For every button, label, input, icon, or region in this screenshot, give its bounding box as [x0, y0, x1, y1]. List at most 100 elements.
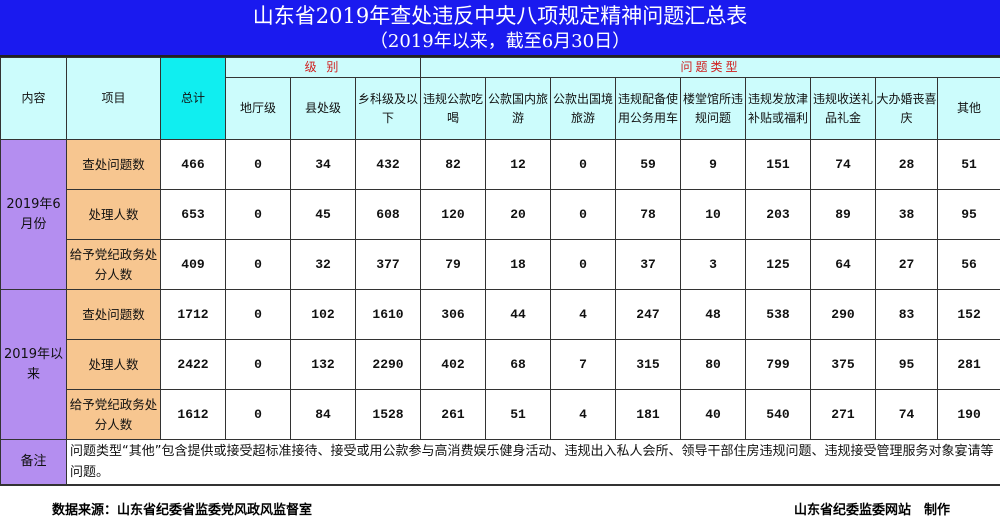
row-item-label: 处理人数: [66, 339, 161, 390]
row-item-label: 给予党纪政务处分人数: [66, 389, 161, 440]
total-cell: 1612: [160, 389, 226, 440]
value-cell: 538: [745, 289, 811, 340]
value-cell: 38: [875, 189, 938, 240]
row-item-label: 给予党纪政务处分人数: [66, 239, 161, 290]
value-cell: 12: [485, 139, 551, 190]
value-cell: 32: [290, 239, 356, 290]
value-cell: 48: [680, 289, 746, 340]
row-item-label: 查处问题数: [66, 289, 161, 340]
value-cell: 261: [420, 389, 486, 440]
header-total: 总计: [160, 57, 226, 140]
value-cell: 306: [420, 289, 486, 340]
table-row: 给予党纪政务处分人数 409 0 32 377 79 18 0 37 3 125 64 27 56: [1, 239, 1000, 290]
value-cell: 2290: [355, 339, 421, 390]
value-cell: 37: [615, 239, 681, 290]
value-cell: 3: [680, 239, 746, 290]
column-header: 大办婚丧喜庆: [875, 77, 938, 140]
value-cell: 79: [420, 239, 486, 290]
value-cell: 0: [550, 139, 616, 190]
value-cell: 56: [936, 239, 1000, 290]
table-row: 处理人数 653 0 45 608 120 20 0 78 10 203 89 38 95: [1, 189, 1000, 240]
value-cell: 95: [936, 189, 1000, 240]
total-cell: 466: [160, 139, 226, 190]
column-header: 违规发放津补贴或福利: [745, 77, 811, 140]
header-content: 内容: [0, 57, 67, 140]
note-label: 备注: [0, 439, 67, 485]
value-cell: 1610: [355, 289, 421, 340]
summary-table: 内容 项目 总计 级 别 问题类型 地厅级 县处级 乡科级及以下 违规公款吃喝 公款国内…: [0, 57, 1000, 485]
value-cell: 95: [875, 339, 938, 390]
value-cell: 64: [810, 239, 876, 290]
value-cell: 0: [225, 139, 291, 190]
value-cell: 0: [550, 189, 616, 240]
table-row: 给予党纪政务处分人数 1612 0 84 1528 261 51 4 181 40 540 271 74…: [1, 389, 1000, 440]
row-item-label: 查处问题数: [66, 139, 161, 190]
table-row: 2019年6月份 查处问题数 466 0 34 432 82 12 0 59 9 151 74 28 51: [0, 139, 1000, 290]
row-item-label: 处理人数: [66, 189, 161, 240]
value-cell: 83: [875, 289, 938, 340]
value-cell: 0: [225, 339, 291, 390]
value-cell: 152: [936, 289, 1000, 340]
value-cell: 290: [810, 289, 876, 340]
value-cell: 799: [745, 339, 811, 390]
column-header: 楼堂馆所违规问题: [680, 77, 746, 140]
value-cell: 125: [745, 239, 811, 290]
value-cell: 0: [225, 389, 291, 440]
value-cell: 74: [810, 139, 876, 190]
note-row: 备注 问题类型“其他”包含提供或接受超标准接待、接受或用公款参与高消费娱乐健身活动…: [0, 439, 1000, 485]
value-cell: 7: [550, 339, 616, 390]
value-cell: 40: [680, 389, 746, 440]
footer: 数据来源：山东省纪委省监委党风政风监督室 山东省纪委监委网站 制作: [0, 485, 1000, 530]
value-cell: 82: [420, 139, 486, 190]
note-text: 问题类型“其他”包含提供或接受超标准接待、接受或用公款参与高消费娱乐健身活动、违…: [65, 439, 1000, 485]
total-cell: 1712: [160, 289, 226, 340]
value-cell: 0: [225, 239, 291, 290]
value-cell: 190: [936, 389, 1000, 440]
value-cell: 89: [810, 189, 876, 240]
value-cell: 203: [745, 189, 811, 240]
title-banner: 山东省2019年查处违反中央八项规定精神问题汇总表 （2019年以来，截至6月3…: [0, 0, 1000, 57]
value-cell: 74: [875, 389, 938, 440]
section-label: 2019年6月份: [0, 139, 67, 290]
page-subtitle: （2019年以来，截至6月30日）: [369, 31, 631, 52]
value-cell: 271: [810, 389, 876, 440]
value-cell: 181: [615, 389, 681, 440]
value-cell: 68: [485, 339, 551, 390]
total-cell: 2422: [160, 339, 226, 390]
column-header: 县处级: [290, 77, 356, 140]
value-cell: 120: [420, 189, 486, 240]
value-cell: 540: [745, 389, 811, 440]
column-header: 公款国内旅游: [485, 77, 551, 140]
value-cell: 4: [550, 389, 616, 440]
value-cell: 51: [485, 389, 551, 440]
value-cell: 1528: [355, 389, 421, 440]
column-header: 乡科级及以下: [355, 77, 421, 140]
value-cell: 102: [290, 289, 356, 340]
value-cell: 9: [680, 139, 746, 190]
total-cell: 653: [160, 189, 226, 240]
value-cell: 45: [290, 189, 356, 240]
value-cell: 151: [745, 139, 811, 190]
value-cell: 402: [420, 339, 486, 390]
column-header: 其他: [936, 77, 1000, 140]
value-cell: 432: [355, 139, 421, 190]
value-cell: 0: [550, 239, 616, 290]
value-cell: 80: [680, 339, 746, 390]
page-title: 山东省2019年查处违反中央八项规定精神问题汇总表: [252, 4, 748, 28]
value-cell: 315: [615, 339, 681, 390]
header-group-type: 问题类型: [419, 57, 1000, 78]
table-row: 处理人数 2422 0 132 2290 402 68 7 315 80 799 375 95 281: [1, 339, 1000, 390]
table-row: 2019年以来 查处问题数 1712 0 102 1610 306 44 4 247 48 538 29…: [0, 289, 1000, 440]
column-header: 违规收送礼品礼金: [810, 77, 876, 140]
value-cell: 78: [615, 189, 681, 240]
value-cell: 44: [485, 289, 551, 340]
header-group-level: 级 别: [225, 57, 421, 78]
column-header: 违规配备使用公务用车: [615, 77, 681, 140]
value-cell: 10: [680, 189, 746, 240]
total-cell: 409: [160, 239, 226, 290]
header-item: 项目: [66, 57, 161, 140]
value-cell: 20: [485, 189, 551, 240]
value-cell: 377: [355, 239, 421, 290]
credit: 山东省纪委监委网站 制作: [793, 502, 950, 518]
value-cell: 51: [936, 139, 1000, 190]
